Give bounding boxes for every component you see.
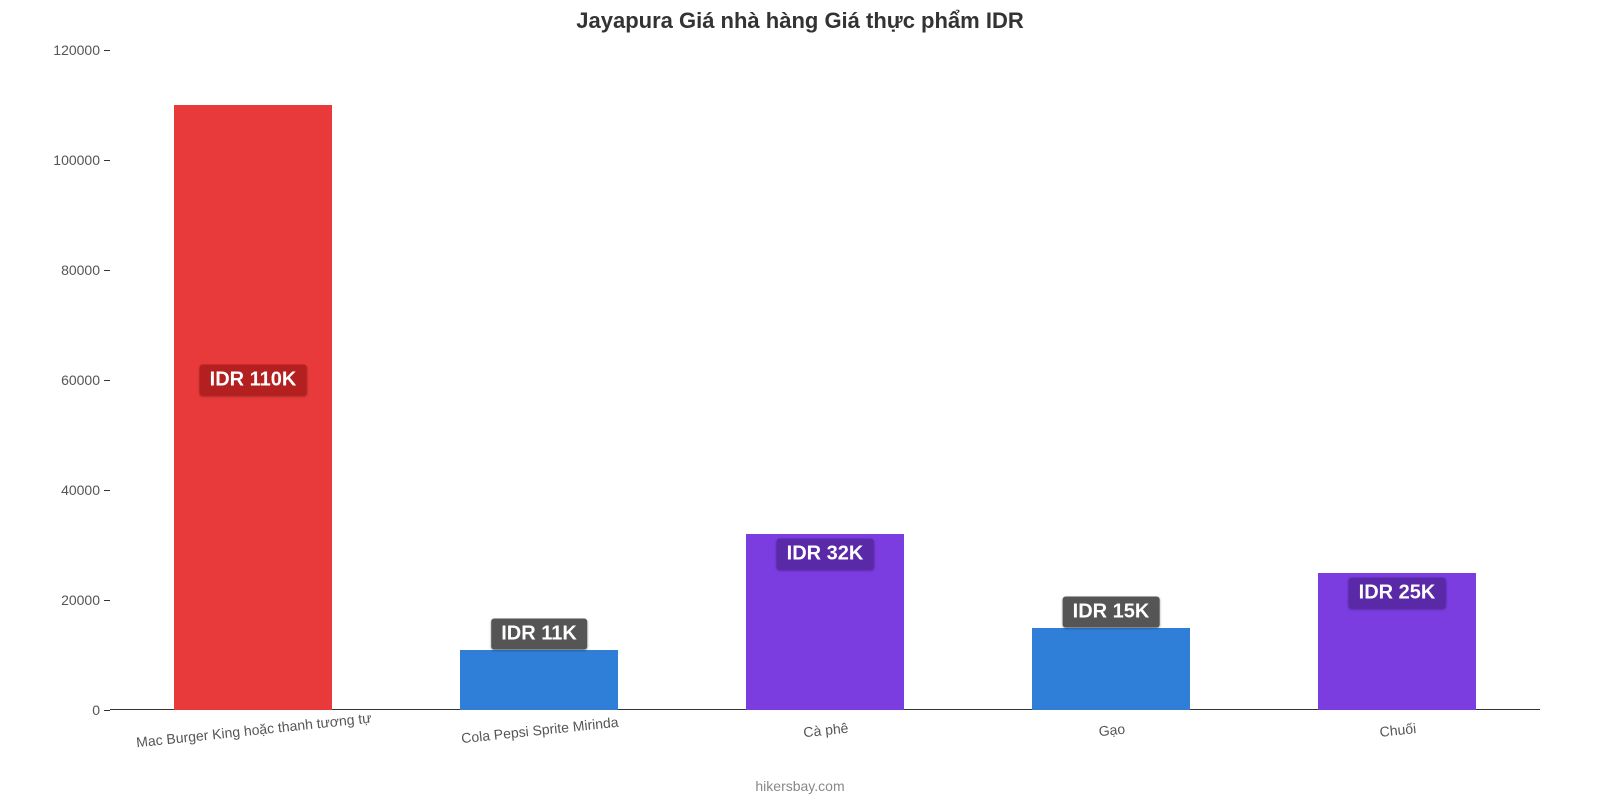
plot-area: 020000400006000080000100000120000IDR 110…: [110, 50, 1540, 710]
y-tick-label: 40000: [61, 482, 110, 498]
bar: [1032, 628, 1189, 711]
value-badge: IDR 11K: [491, 618, 587, 649]
y-tick-label: 60000: [61, 372, 110, 388]
y-tick-label: 120000: [53, 42, 110, 58]
x-category-label: Cola Pepsi Sprite Mirinda: [460, 714, 619, 746]
attribution-text: hikersbay.com: [0, 778, 1600, 794]
y-tick-label: 100000: [53, 152, 110, 168]
x-category-label: Chuối: [1379, 720, 1417, 740]
price-bar-chart: Jayapura Giá nhà hàng Giá thực phẩm IDR …: [0, 0, 1600, 800]
x-category-label: Gạo: [1098, 721, 1126, 740]
bar: [460, 650, 617, 711]
value-badge: IDR 32K: [777, 539, 874, 570]
chart-title: Jayapura Giá nhà hàng Giá thực phẩm IDR: [0, 8, 1600, 34]
bar: [174, 105, 331, 710]
x-category-label: Cà phê: [803, 720, 850, 741]
y-tick-label: 80000: [61, 262, 110, 278]
value-badge: IDR 25K: [1349, 577, 1446, 608]
value-badge: IDR 110K: [200, 365, 307, 396]
y-tick-label: 0: [92, 702, 110, 718]
value-badge: IDR 15K: [1063, 596, 1160, 627]
y-tick-label: 20000: [61, 592, 110, 608]
x-category-label: Mac Burger King hoặc thanh tương tự: [135, 710, 372, 751]
